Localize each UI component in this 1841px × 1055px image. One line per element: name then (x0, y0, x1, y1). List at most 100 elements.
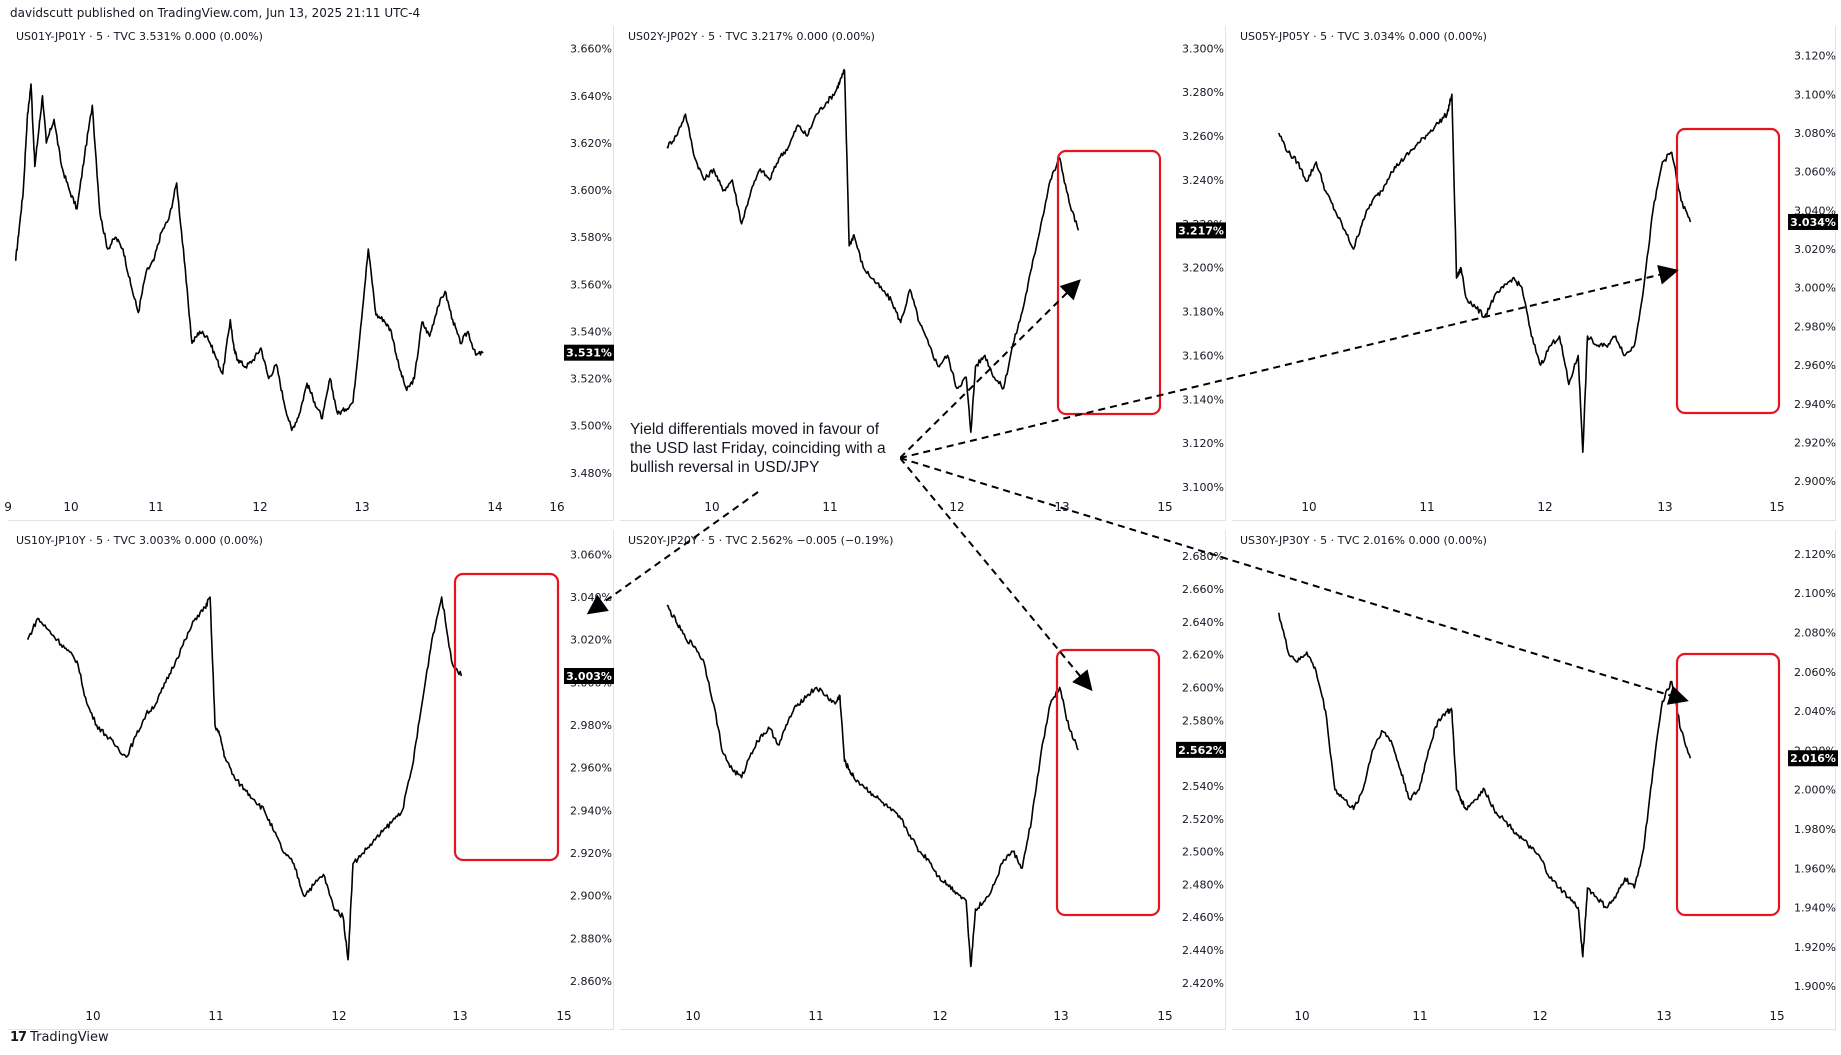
y-tick-label: 2.120% (1794, 548, 1836, 561)
price-chart-svg[interactable]: US05Y-JP05Y · 5 · TVC 3.034% 0.000 (0.00… (1232, 26, 1838, 521)
x-tick-label: 13 (1054, 500, 1069, 514)
x-tick-label: 10 (704, 500, 719, 514)
y-tick-label: 3.600% (570, 184, 612, 197)
y-tick-label: 3.520% (570, 373, 612, 386)
price-chart-svg[interactable]: US20Y-JP20Y · 5 · TVC 2.562% −0.005 (−0.… (620, 530, 1226, 1030)
y-tick-label: 2.960% (1794, 359, 1836, 372)
series-line[interactable] (1278, 93, 1692, 454)
tradingview-logo[interactable]: 17 TradingView (10, 1030, 109, 1045)
highlight-box (453, 572, 560, 862)
y-tick-label: 2.000% (1794, 784, 1836, 797)
chart-panel-6[interactable]: US30Y-JP30Y · 5 · TVC 2.016% 0.000 (0.00… (1232, 530, 1838, 1030)
x-tick-label: 10 (85, 1009, 100, 1023)
y-tick-label: 2.540% (1182, 780, 1224, 793)
y-tick-label: 1.940% (1794, 902, 1836, 915)
y-tick-label: 2.860% (570, 975, 612, 988)
series-line[interactable] (666, 68, 1080, 434)
y-tick-label: 3.640% (570, 90, 612, 103)
x-tick-label: 15 (1157, 500, 1172, 514)
y-tick-label: 3.620% (570, 137, 612, 150)
price-chart-svg[interactable]: US30Y-JP30Y · 5 · TVC 2.016% 0.000 (0.00… (1232, 530, 1838, 1030)
x-tick-label: 11 (148, 500, 163, 514)
tradingview-logo-text: TradingView (30, 1030, 109, 1045)
y-tick-label: 3.080% (1794, 127, 1836, 140)
last-price-label: 3.003% (566, 670, 612, 683)
y-tick-label: 2.880% (570, 932, 612, 945)
y-tick-label: 3.120% (1182, 437, 1224, 450)
last-price-label: 3.034% (1790, 216, 1836, 229)
y-tick-label: 3.560% (570, 278, 612, 291)
x-tick-label: 15 (1157, 1009, 1172, 1023)
series-line[interactable] (26, 596, 463, 961)
x-tick-label: 14 (487, 500, 502, 514)
y-tick-label: 2.920% (1794, 437, 1836, 450)
chart-panel-3[interactable]: US05Y-JP05Y · 5 · TVC 3.034% 0.000 (0.00… (1232, 26, 1838, 521)
y-tick-label: 2.660% (1182, 583, 1224, 596)
y-tick-label: 3.280% (1182, 86, 1224, 99)
x-tick-label: 13 (452, 1009, 467, 1023)
y-tick-label: 2.900% (570, 890, 612, 903)
y-tick-label: 3.140% (1182, 393, 1224, 406)
last-price-label: 3.531% (566, 347, 612, 360)
highlight-box (1675, 652, 1781, 917)
y-tick-label: 3.500% (570, 420, 612, 433)
y-tick-label: 3.100% (1794, 88, 1836, 101)
series-legend: US20Y-JP20Y · 5 · TVC 2.562% −0.005 (−0.… (628, 534, 893, 547)
series-legend: US02Y-JP02Y · 5 · TVC 3.217% 0.000 (0.00… (628, 30, 875, 43)
y-tick-label: 3.060% (570, 548, 612, 561)
y-tick-label: 3.480% (570, 467, 612, 480)
x-tick-label: 12 (1532, 1009, 1547, 1023)
x-tick-label: 10 (685, 1009, 700, 1023)
y-tick-label: 2.420% (1182, 977, 1224, 990)
y-tick-label: 2.100% (1794, 587, 1836, 600)
y-tick-label: 2.600% (1182, 681, 1224, 694)
last-price-badge (1176, 741, 1226, 758)
y-tick-label: 2.080% (1794, 626, 1836, 639)
price-chart-svg[interactable]: US10Y-JP10Y · 5 · TVC 3.003% 0.000 (0.00… (8, 530, 614, 1030)
x-tick-label: 9 (4, 500, 12, 514)
x-tick-label: 12 (1537, 500, 1552, 514)
y-tick-label: 2.060% (1794, 666, 1836, 679)
y-tick-label: 3.160% (1182, 349, 1224, 362)
x-tick-label: 11 (1419, 500, 1434, 514)
x-tick-label: 10 (1301, 500, 1316, 514)
x-tick-label: 11 (208, 1009, 223, 1023)
series-line[interactable] (14, 83, 484, 432)
chart-panel-4[interactable]: US10Y-JP10Y · 5 · TVC 3.003% 0.000 (0.00… (8, 530, 614, 1030)
highlight-box (1675, 127, 1781, 415)
y-tick-label: 2.980% (570, 719, 612, 732)
series-legend: US10Y-JP10Y · 5 · TVC 3.003% 0.000 (0.00… (16, 534, 263, 547)
price-chart-svg[interactable]: US01Y-JP01Y · 5 · TVC 3.531% 0.000 (0.00… (4, 26, 614, 521)
highlight-box (1056, 149, 1162, 416)
y-tick-label: 3.300% (1182, 42, 1224, 55)
highlight-box (1055, 648, 1161, 917)
x-tick-label: 13 (1053, 1009, 1068, 1023)
annotation-note: Yield differentials moved in favour of t… (630, 418, 900, 479)
x-tick-label: 13 (354, 500, 369, 514)
last-price-badge (1788, 750, 1838, 767)
y-tick-label: 3.240% (1182, 174, 1224, 187)
chart-panel-5[interactable]: US20Y-JP20Y · 5 · TVC 2.562% −0.005 (−0.… (620, 530, 1226, 1030)
x-tick-label: 13 (1656, 1009, 1671, 1023)
series-legend: US05Y-JP05Y · 5 · TVC 3.034% 0.000 (0.00… (1240, 30, 1487, 43)
chart-panel-1[interactable]: US01Y-JP01Y · 5 · TVC 3.531% 0.000 (0.00… (4, 26, 614, 521)
series-line[interactable] (1278, 612, 1692, 958)
y-tick-label: 1.980% (1794, 823, 1836, 836)
x-tick-label: 12 (252, 500, 267, 514)
x-tick-label: 10 (63, 500, 78, 514)
last-price-badge (1788, 213, 1838, 230)
series-line[interactable] (666, 604, 1080, 968)
y-tick-label: 2.960% (570, 762, 612, 775)
last-price-label: 3.217% (1178, 224, 1224, 237)
x-tick-label: 15 (556, 1009, 571, 1023)
y-tick-label: 3.540% (570, 325, 612, 338)
y-tick-label: 1.920% (1794, 941, 1836, 954)
x-tick-label: 12 (949, 500, 964, 514)
y-tick-label: 2.900% (1794, 475, 1836, 488)
y-tick-label: 3.580% (570, 231, 612, 244)
x-tick-label: 11 (822, 500, 837, 514)
y-tick-label: 3.260% (1182, 130, 1224, 143)
y-tick-label: 2.520% (1182, 813, 1224, 826)
y-tick-label: 3.040% (570, 591, 612, 604)
y-tick-label: 3.660% (570, 43, 612, 56)
